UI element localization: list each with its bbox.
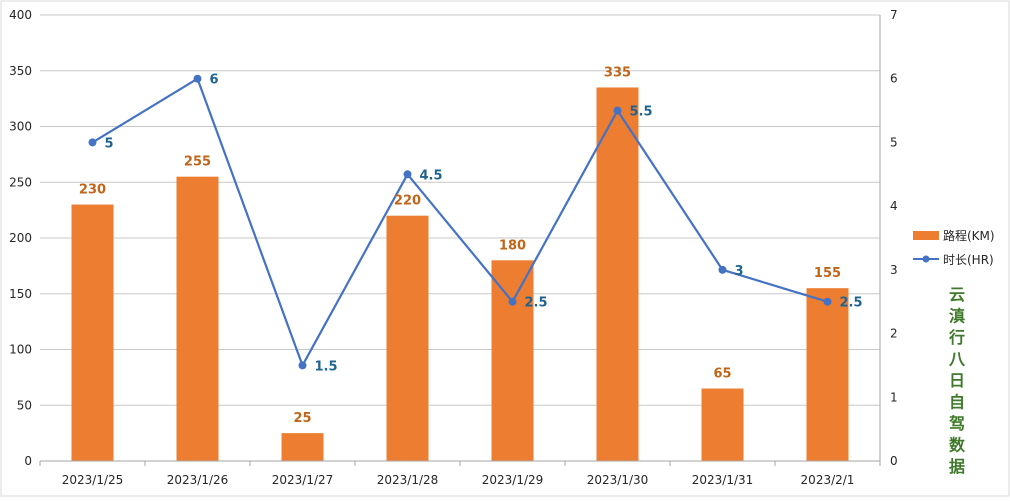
side-title-char: 云 [949, 285, 965, 304]
x-tick-label: 2023/2/1 [801, 473, 855, 487]
y-right-tick-label: 1 [890, 390, 898, 404]
line-path [91, 77, 828, 367]
y-left-tick-label: 150 [9, 287, 32, 301]
y-left-tick-label: 250 [9, 175, 32, 189]
bar-data-label: 65 [713, 367, 731, 382]
side-title-char: 驾 [948, 414, 965, 433]
bar [281, 433, 324, 461]
y-right-tick-label: 6 [890, 72, 898, 86]
bar [71, 204, 114, 462]
line-point [508, 297, 517, 306]
axes: 0 50 100 150 200 250 300 350 400 0 1 2 3 4 5 6 7 2023/1/2… [9, 8, 898, 487]
line-data-label: 6 [210, 73, 219, 88]
line-point [823, 297, 832, 306]
legend-line-label: 时长(HR) [943, 253, 994, 267]
bar [386, 215, 429, 461]
line-point [298, 361, 307, 370]
y-right-tick-label: 4 [890, 199, 898, 213]
x-tick-label: 2023/1/29 [482, 473, 544, 487]
y-right-tick-label: 7 [890, 8, 898, 22]
bar [491, 260, 534, 461]
side-title-char: 滇 [949, 307, 965, 326]
bar [176, 176, 219, 462]
side-title-char: 八 [948, 350, 966, 369]
bar-data-label: 255 [184, 155, 211, 170]
x-tick-label: 2023/1/25 [62, 473, 124, 487]
x-tick-label: 2023/1/28 [377, 473, 439, 487]
line-data-label: 5 [105, 136, 114, 151]
bar-data-label: 180 [499, 238, 526, 253]
bar [701, 388, 744, 461]
side-title-char: 据 [949, 457, 965, 476]
y-left-tick-label: 50 [17, 398, 32, 412]
side-title-char: 日 [949, 371, 965, 390]
bar-series [71, 87, 849, 462]
line-data-label: 3 [735, 264, 744, 279]
y-left-tick-label: 300 [9, 120, 32, 134]
y-right-tick-label: 0 [890, 454, 898, 468]
legend-bar-swatch [913, 231, 939, 240]
line-point [403, 170, 412, 179]
y-left-tick-label: 100 [9, 343, 32, 357]
legend: 路程(KM) 时长(HR) [913, 228, 995, 267]
line-data-label: 2.5 [840, 296, 863, 311]
bar-data-label: 335 [604, 65, 631, 80]
side-title-char: 自 [949, 393, 965, 412]
y-left-tick-label: 200 [9, 231, 32, 245]
line-point [718, 265, 727, 274]
bar-data-label: 220 [394, 194, 421, 209]
side-title-char: 数 [949, 436, 966, 455]
line-point [613, 106, 622, 115]
line-series [88, 74, 832, 370]
legend-bar-label: 路程(KM) [943, 228, 995, 243]
side-title-char: 行 [948, 328, 965, 347]
line-data-label: 5.5 [630, 105, 653, 120]
bar [806, 288, 849, 461]
legend-line-marker [922, 255, 930, 263]
x-tick-label: 2023/1/31 [692, 473, 754, 487]
line-data-label: 1.5 [315, 359, 338, 374]
line-data-label: 2.5 [525, 296, 548, 311]
bar-data-label: 25 [293, 411, 311, 426]
y-right-tick-label: 5 [890, 135, 898, 149]
bar-data-label: 155 [814, 266, 841, 281]
bar [596, 87, 639, 461]
line-point [193, 74, 202, 83]
x-tick-label: 2023/1/30 [587, 473, 649, 487]
data-labels: 230 255 25 220 180 335 65 155 5 6 1.5 4.5 2.5 5.5 3 2.5 [79, 65, 863, 426]
y-left-tick-label: 0 [24, 454, 32, 468]
x-tick-label: 2023/1/26 [167, 473, 229, 487]
line-data-label: 4.5 [420, 168, 443, 183]
y-right-tick-label: 3 [890, 263, 898, 277]
x-tick-label: 2023/1/27 [272, 473, 334, 487]
y-left-tick-label: 350 [9, 64, 32, 78]
line-point [88, 138, 97, 147]
bar-data-label: 230 [79, 183, 106, 198]
y-left-tick-label: 400 [9, 8, 32, 22]
y-right-tick-label: 2 [890, 327, 898, 341]
